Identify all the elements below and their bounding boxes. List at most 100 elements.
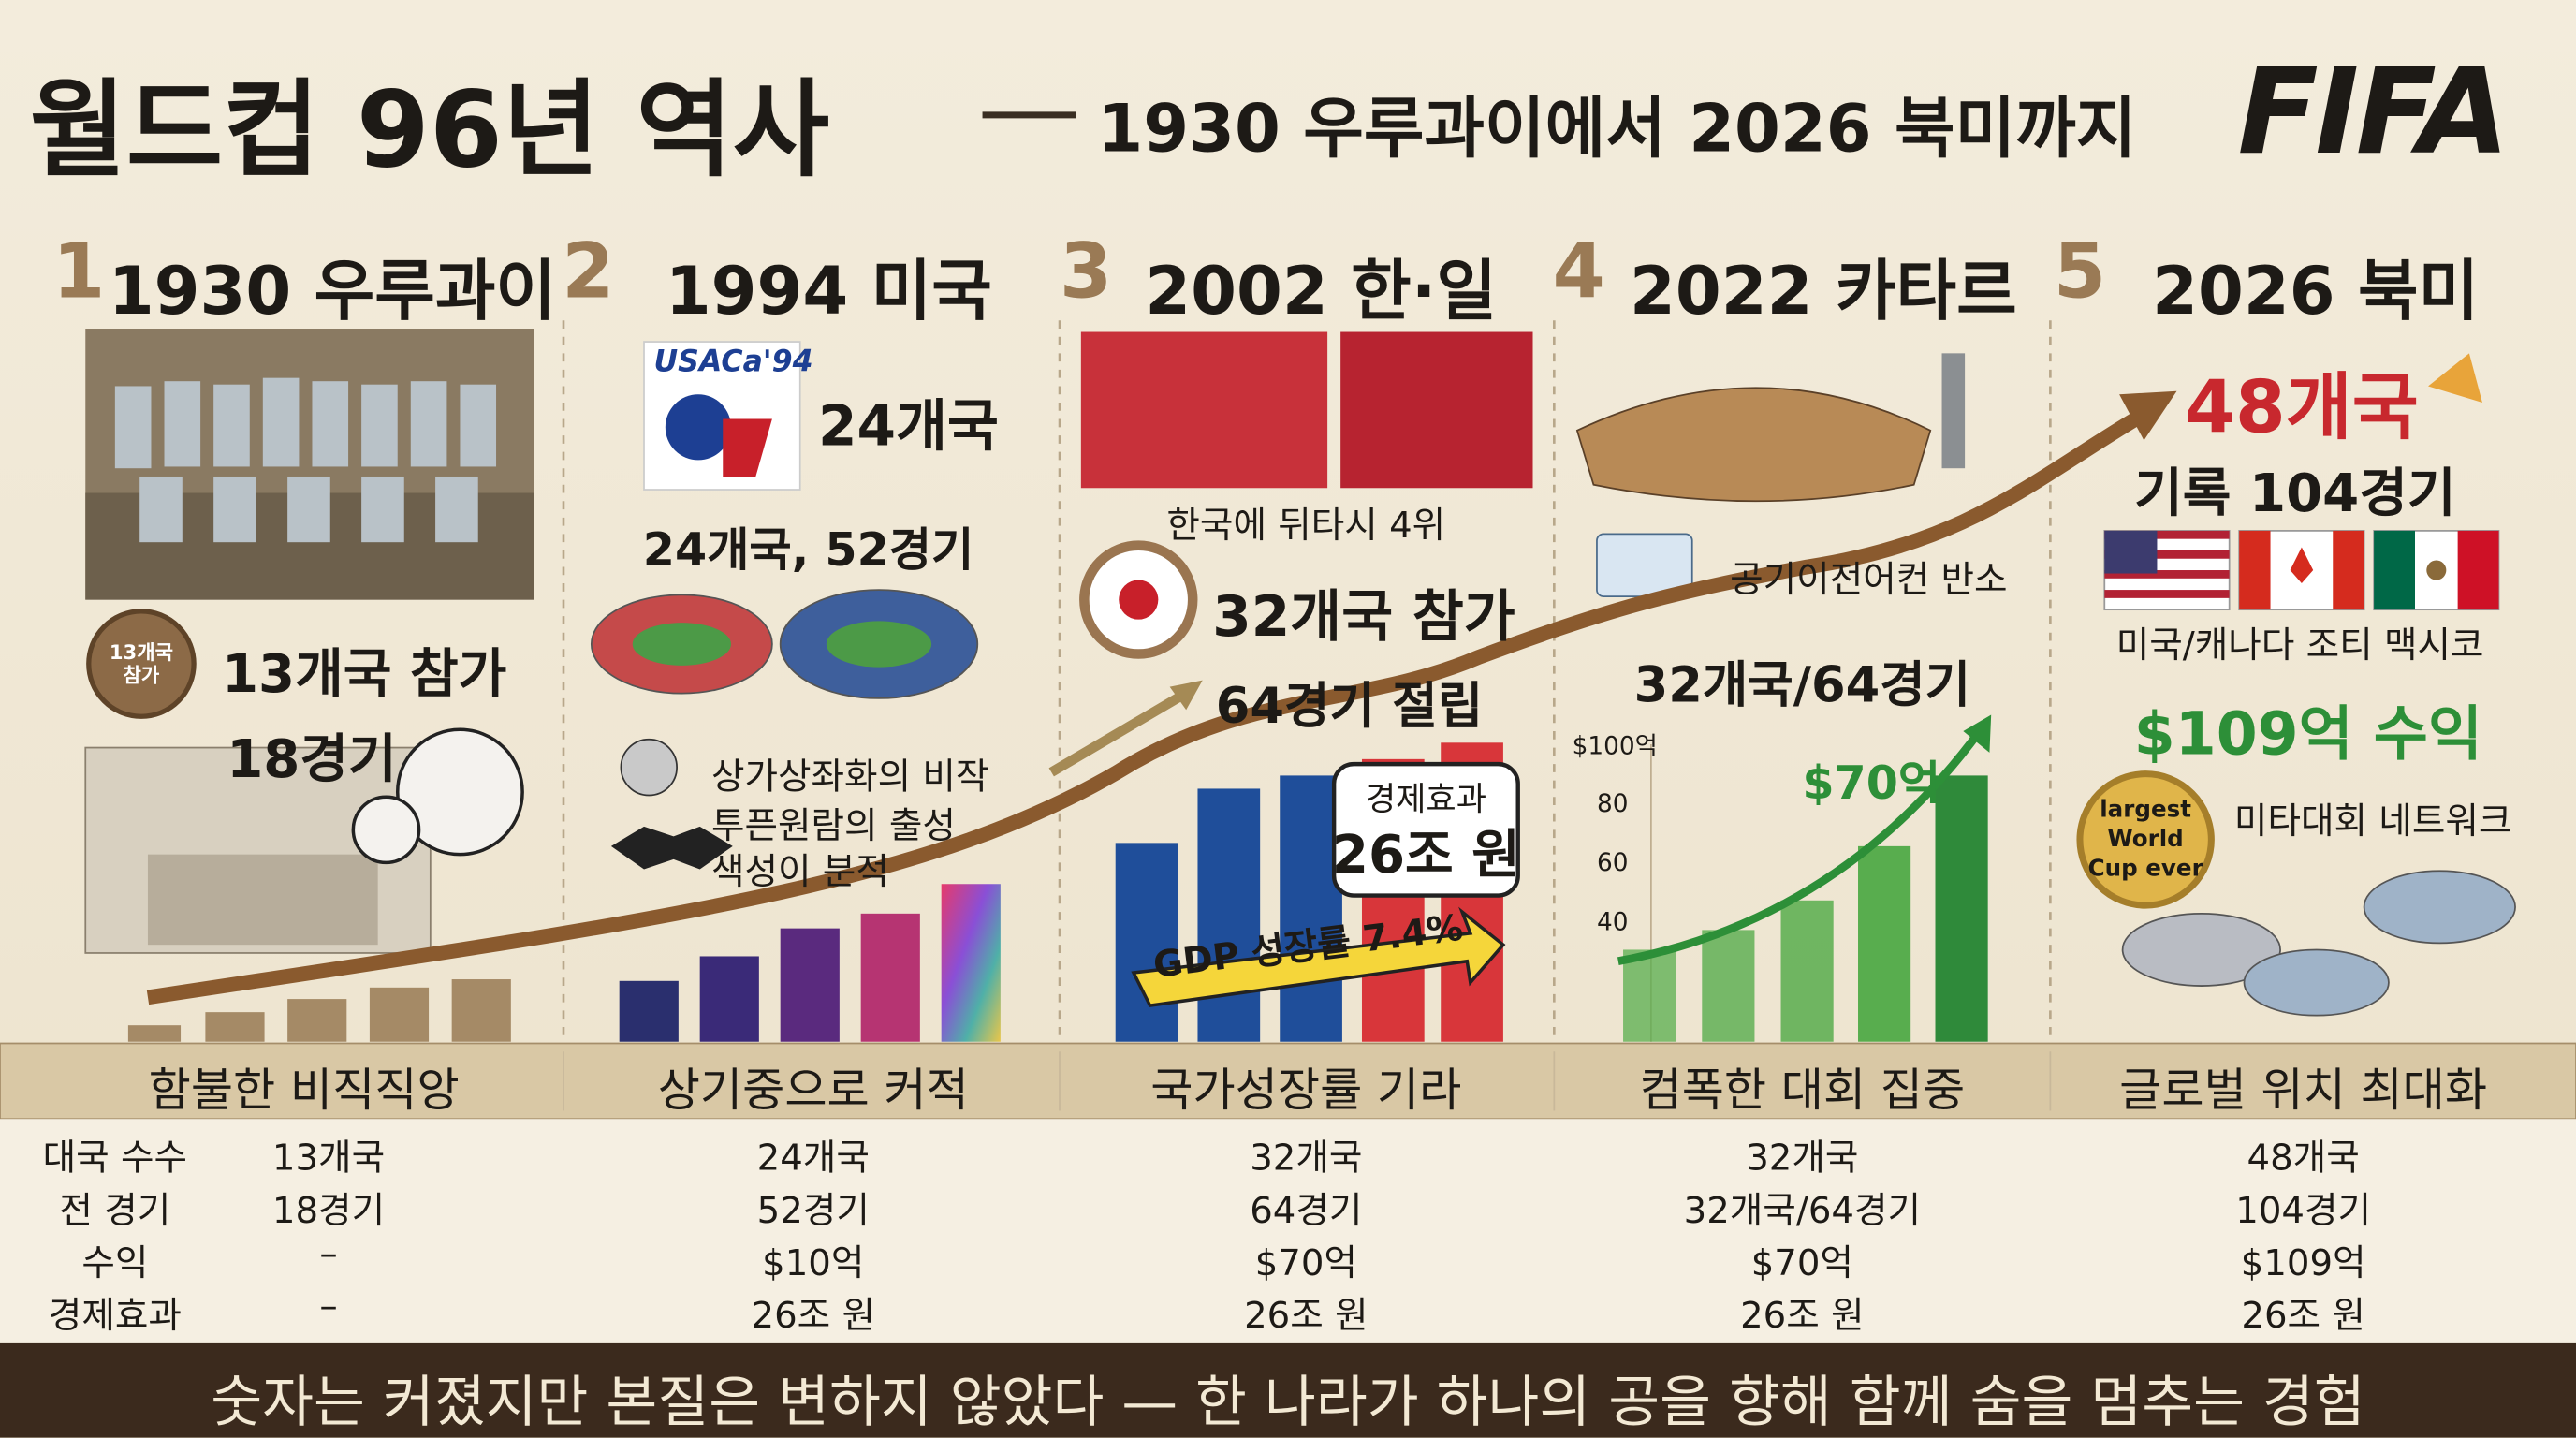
decoration (460, 384, 497, 467)
decoration (2104, 590, 2230, 598)
band-text: 글로벌 위치 최대화 (2119, 1063, 2488, 1118)
decoration (1780, 900, 1834, 1042)
decoration (361, 476, 404, 543)
footer-bar (0, 1342, 2576, 1438)
table-cell: – (319, 1234, 338, 1275)
growth-arrow-head (2119, 390, 2177, 441)
decoration (941, 884, 1001, 1042)
note-text: 공기이전어컨 반소 (1730, 560, 2008, 602)
result-text: 한국에 뒤타시 4위 (1166, 506, 1446, 548)
korea-badge-taeguk (1119, 580, 1159, 620)
decoration (2104, 570, 2230, 579)
revenue-label: $70억 (1802, 756, 1941, 811)
revenue-text: $109억 수익 (2133, 701, 2483, 770)
matches-text: 기록 104경기 (2134, 462, 2456, 524)
teams-text: 32개국 참가 (1212, 584, 1515, 652)
decoration (1280, 775, 1342, 1042)
table-cell: 32개국 (1250, 1138, 1363, 1181)
teams-text: 13개국 참가 (221, 642, 507, 705)
decoration (2104, 530, 2158, 574)
callout-label: 경제효과 (1365, 778, 1487, 819)
decoration (780, 928, 840, 1042)
growth-arrow (146, 407, 2148, 1005)
decoration (699, 956, 759, 1042)
callout-box (1331, 761, 1520, 898)
column-title: 2026 북미 (2152, 255, 2480, 330)
table-cell: 52경기 (756, 1191, 870, 1233)
table-cell: $70억 (1750, 1243, 1853, 1285)
table-cell: 104경기 (2235, 1191, 2372, 1233)
table-background (0, 1119, 2576, 1343)
table-cell: 26조 원 (751, 1296, 876, 1338)
decoration (451, 979, 511, 1042)
usa94-logo-text: USACa'94 (653, 345, 813, 380)
callout-value: 26조 원 (1331, 823, 1520, 886)
column-number: 1 (52, 227, 106, 315)
decoration (2457, 530, 2499, 610)
chart-tick-label: $100억 (1572, 731, 1658, 761)
table-cell: 48개국 (2247, 1138, 2360, 1181)
column-number: 5 (2053, 227, 2107, 315)
growth-bars (619, 884, 1001, 1042)
table-cell: 26조 원 (2241, 1296, 2365, 1338)
row-label: 대국 수수 (42, 1138, 188, 1181)
chart-tick-label: 80 (1596, 788, 1629, 819)
growth-arrow-branch-head (1169, 680, 1203, 711)
decoration (139, 476, 183, 543)
decoration (2333, 530, 2364, 610)
growth-bars (1623, 775, 1988, 1042)
decoration (1197, 788, 1261, 1042)
note-text: 미타대회 네트워크 (2233, 801, 2512, 844)
growth-arrow-branch (1048, 685, 1194, 777)
band-text: 국가성장률 기라 (1150, 1063, 1462, 1118)
usa94-logo-stripe (723, 418, 772, 477)
decoration (1702, 930, 1755, 1042)
fans-photo (1340, 331, 1533, 489)
decoration (860, 913, 920, 1042)
stadium-pitch (826, 621, 932, 668)
band-text: 함불한 비직직앙 (148, 1063, 460, 1118)
stadium-sketch-building (147, 854, 378, 946)
decoration (262, 377, 300, 467)
decoration (312, 381, 349, 467)
players (114, 377, 497, 543)
decoration (287, 476, 330, 543)
table-cell: 32개국 (1746, 1138, 1859, 1181)
column-title: 1930 우루과이 (108, 255, 557, 330)
decoration (2426, 560, 2447, 580)
decoration (361, 384, 398, 467)
stadium-pitch (632, 623, 732, 666)
note-text: 상가상좌화의 비작 (710, 757, 989, 799)
decoration (2104, 550, 2230, 559)
decoration (435, 476, 478, 543)
decoration (2104, 530, 2230, 539)
decoration (205, 1012, 265, 1042)
decoration (1115, 843, 1178, 1042)
decoration (114, 386, 152, 469)
column-title: 1994 미국 (665, 255, 992, 330)
band-text: 컴폭한 대회 집중 (1639, 1063, 1966, 1118)
column-title: 2002 한·일 (1145, 255, 1498, 330)
ball (351, 795, 421, 865)
stadium (2243, 948, 2390, 1017)
table-cell: 32개국/64경기 (1683, 1191, 1922, 1233)
footer-text: 숫자는 커졌지만 본질은 변하지 않았다 — 한 나라가 하나의 공을 향해 함… (211, 1370, 2365, 1436)
decoration (410, 381, 447, 467)
column-separators (562, 320, 2052, 1044)
table-lines (563, 1051, 2052, 1111)
badge-text: 13개국 참가 (109, 640, 173, 687)
table-cell: 24개국 (756, 1138, 870, 1181)
stadium (2121, 912, 2281, 987)
matches-text: 18경기 (227, 727, 397, 791)
teams-matches-text: 24개국, 52경기 (642, 522, 974, 578)
chart-tick-label: 40 (1596, 906, 1629, 937)
party-popper (2428, 353, 2482, 403)
decoration (213, 384, 250, 467)
hosts-text: 미국/캐나다 조티 맥시코 (2115, 625, 2484, 668)
row-label: 전 경기 (59, 1191, 171, 1233)
fans-photo (1080, 331, 1328, 489)
ball (395, 727, 524, 857)
page-title: 월드컵 96년 역사 (29, 70, 830, 193)
